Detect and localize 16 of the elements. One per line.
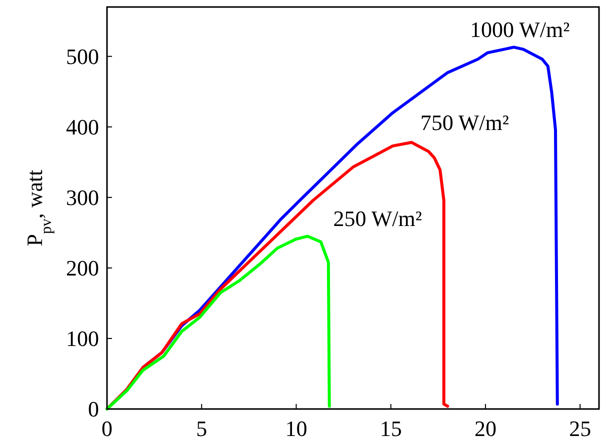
x-tick-label: 15 — [380, 416, 402, 441]
line-series — [106, 234, 331, 410]
x-tick-label: 25 — [569, 416, 592, 441]
x-tick-label: 5 — [196, 416, 208, 441]
x-tick-label: 10 — [285, 416, 308, 441]
y-tick-label: 400 — [66, 114, 99, 140]
y-tick-label: 300 — [66, 185, 99, 210]
y-tick-label: 500 — [66, 44, 99, 70]
series-label: 750 W/m² — [420, 110, 510, 136]
line-series — [106, 140, 450, 410]
y-tick-label: 200 — [66, 256, 99, 281]
series-label: 250 W/m² — [333, 206, 422, 231]
series-label: 1000 W/m² — [470, 16, 570, 42]
y-tick-label: 0 — [88, 396, 99, 422]
y-tick-label: 100 — [66, 326, 99, 352]
x-tick-label: 20 — [474, 416, 496, 441]
